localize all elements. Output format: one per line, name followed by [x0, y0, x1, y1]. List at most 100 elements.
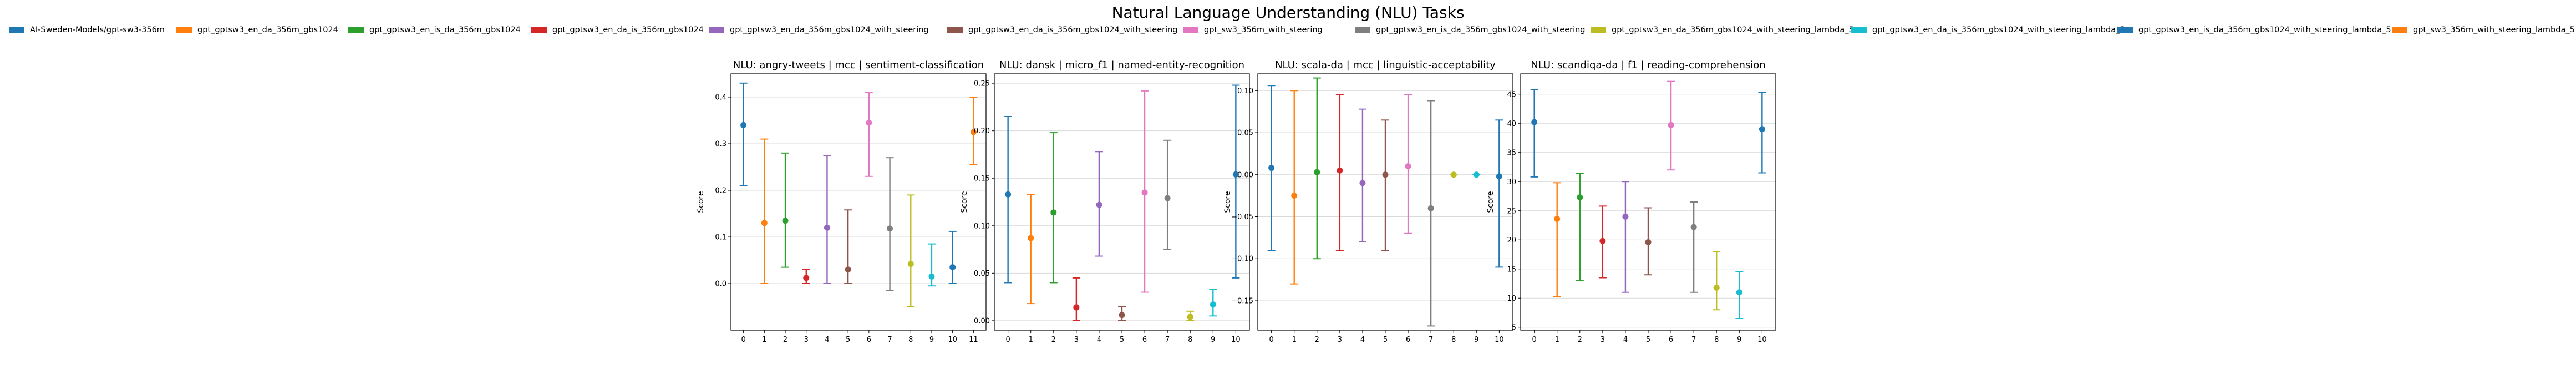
chart-title: NLU: angry-tweets | mcc | sentiment-clas…: [733, 59, 984, 71]
x-tick-label: 10: [1757, 336, 1767, 344]
chart-panel: −0.15−0.10−0.050.000.050.100 1 2 3 4 5 6 7 8 9 10S…: [1223, 59, 1513, 344]
x-tick-label: 0: [1532, 336, 1537, 344]
legend-item: gpt_gptsw3_en_da_356m_gbs1024_with_steer…: [709, 26, 929, 34]
chart-title: NLU: dansk | micro_f1 | named-entity-rec…: [999, 59, 1244, 71]
x-tick-label: 0: [1269, 336, 1274, 344]
y-tick-label: 0.00: [974, 317, 990, 325]
data-point: [1427, 205, 1434, 211]
x-tick-label: 5: [1646, 336, 1650, 344]
legend-swatch: [1851, 27, 1867, 33]
legend-item: gpt_sw3_356m_with_steering_lambda_5: [2392, 26, 2575, 34]
data-point: [782, 218, 789, 224]
y-tick-label: 10: [1507, 295, 1516, 303]
x-tick-label: 8: [1714, 336, 1719, 344]
legend-swatch: [9, 27, 24, 33]
data-point: [1141, 189, 1148, 196]
y-tick-label: 0.0: [715, 280, 726, 289]
legend-swatch: [1591, 27, 1606, 33]
legend-label: gpt_gptsw3_en_is_da_356m_gbs1024: [369, 26, 521, 34]
x-tick-label: 10: [1231, 336, 1241, 344]
data-point: [970, 129, 977, 135]
x-tick-label: 10: [1495, 336, 1504, 344]
x-tick-label: 2: [783, 336, 787, 344]
x-tick-label: 2: [1315, 336, 1319, 344]
x-tick-label: 1: [1555, 336, 1559, 344]
legend-label: gpt_gptsw3_en_da_is_356m_gbs1024_with_st…: [1872, 26, 2125, 34]
x-tick-label: 7: [1691, 336, 1696, 344]
y-axis-label: Score: [1223, 191, 1232, 213]
x-tick-label: 9: [1211, 336, 1215, 344]
data-point: [1119, 312, 1125, 319]
x-tick-label: 8: [1451, 336, 1456, 344]
legend-item: AI-Sweden-Models/gpt-sw3-356m: [9, 26, 165, 34]
data-point: [1210, 301, 1216, 308]
legend-item: gpt_gptsw3_en_da_is_356m_gbs1024: [531, 26, 704, 34]
legend: AI-Sweden-Models/gpt-sw3-356m gpt_gptsw3_…: [4, 26, 2575, 42]
legend-swatch: [348, 27, 364, 33]
x-tick-label: 10: [948, 336, 957, 344]
y-axis-label: Score: [1486, 191, 1495, 213]
x-tick-label: 8: [1188, 336, 1192, 344]
data-point: [1405, 163, 1411, 170]
x-tick-label: 1: [762, 336, 766, 344]
y-tick-label: −0.05: [1231, 213, 1253, 221]
legend-item: gpt_gptsw3_en_da_is_356m_gbs1024_with_st…: [947, 26, 1178, 34]
y-tick-label: 0.1: [715, 234, 726, 242]
data-point: [1473, 171, 1480, 178]
chart-panel: 0.00 0.05 0.10 0.15 0.20 0.25 0 1 2 3 4 5 6 7 8 9 10 Scor…: [960, 59, 1250, 344]
x-tick-label: 9: [1737, 336, 1741, 344]
x-tick-label: 3: [1074, 336, 1079, 344]
data-point: [1531, 119, 1538, 125]
x-tick-label: 2: [1578, 336, 1582, 344]
data-point: [1577, 194, 1583, 201]
data-point: [1690, 224, 1697, 230]
data-point: [1096, 201, 1102, 208]
data-point: [1164, 195, 1171, 201]
legend-item: gpt_sw3_356m_with_steering: [1183, 26, 1323, 34]
legend-item: gpt_gptsw3_en_da_356m_gbs1024: [176, 26, 338, 34]
y-tick-label: 0.10: [1237, 87, 1253, 95]
chart-title: NLU: scala-da | mcc | linguistic-accepta…: [1275, 59, 1496, 71]
data-point: [845, 266, 851, 273]
legend-swatch: [709, 27, 724, 33]
y-tick-label: 5: [1512, 323, 1516, 332]
x-tick-label: 6: [1406, 336, 1410, 344]
chart-panel: 0.0 0.1 0.2 0.3 0.4 0 1 2 3 4 5 6 7 8 9 10 11 Score NLU: a…: [697, 59, 987, 344]
data-point: [928, 273, 935, 280]
data-point: [1645, 239, 1652, 245]
y-axis-label: Score: [960, 191, 969, 213]
x-tick-label: 3: [1601, 336, 1605, 344]
data-point: [1028, 235, 1034, 241]
legend-label: gpt_gptsw3_en_da_is_356m_gbs1024: [552, 26, 704, 34]
x-tick-label: 7: [887, 336, 892, 344]
y-tick-label: 35: [1507, 149, 1516, 157]
data-point: [1622, 213, 1629, 220]
legend-label: gpt_gptsw3_en_da_356m_gbs1024_with_steer…: [730, 26, 929, 34]
legend-item: gpt_gptsw3_en_is_da_356m_gbs1024_with_st…: [2117, 26, 2391, 34]
x-tick-label: 5: [846, 336, 850, 344]
data-point: [1668, 122, 1674, 128]
data-point: [761, 220, 768, 226]
data-point: [1291, 193, 1298, 199]
legend-label: gpt_gptsw3_en_is_da_356m_gbs1024_with_st…: [2138, 26, 2391, 34]
x-tick-label: 7: [1429, 336, 1433, 344]
x-tick-label: 9: [929, 336, 934, 344]
y-axis-label: Score: [697, 191, 705, 213]
data-point: [1382, 171, 1389, 178]
y-tick-label: 20: [1507, 236, 1516, 245]
x-tick-label: 0: [741, 336, 745, 344]
legend-item: gpt_gptsw3_en_is_da_356m_gbs1024: [348, 26, 521, 34]
x-tick-label: 9: [1474, 336, 1478, 344]
legend-swatch: [2392, 27, 2407, 33]
y-tick-label: 0.3: [715, 140, 726, 149]
legend-item: gpt_gptsw3_en_da_is_356m_gbs1024_with_st…: [1851, 26, 2125, 34]
x-tick-label: 4: [1360, 336, 1365, 344]
legend-label: gpt_gptsw3_en_da_is_356m_gbs1024_with_st…: [968, 26, 1178, 34]
legend-swatch: [531, 27, 547, 33]
legend-label: gpt_gptsw3_en_da_356m_gbs1024: [197, 26, 338, 34]
x-tick-label: 3: [804, 336, 809, 344]
chart-title: NLU: scandiqa-da | f1 | reading-comprehe…: [1531, 59, 1765, 71]
axes-frame: [994, 73, 1250, 331]
data-point: [1005, 191, 1012, 198]
